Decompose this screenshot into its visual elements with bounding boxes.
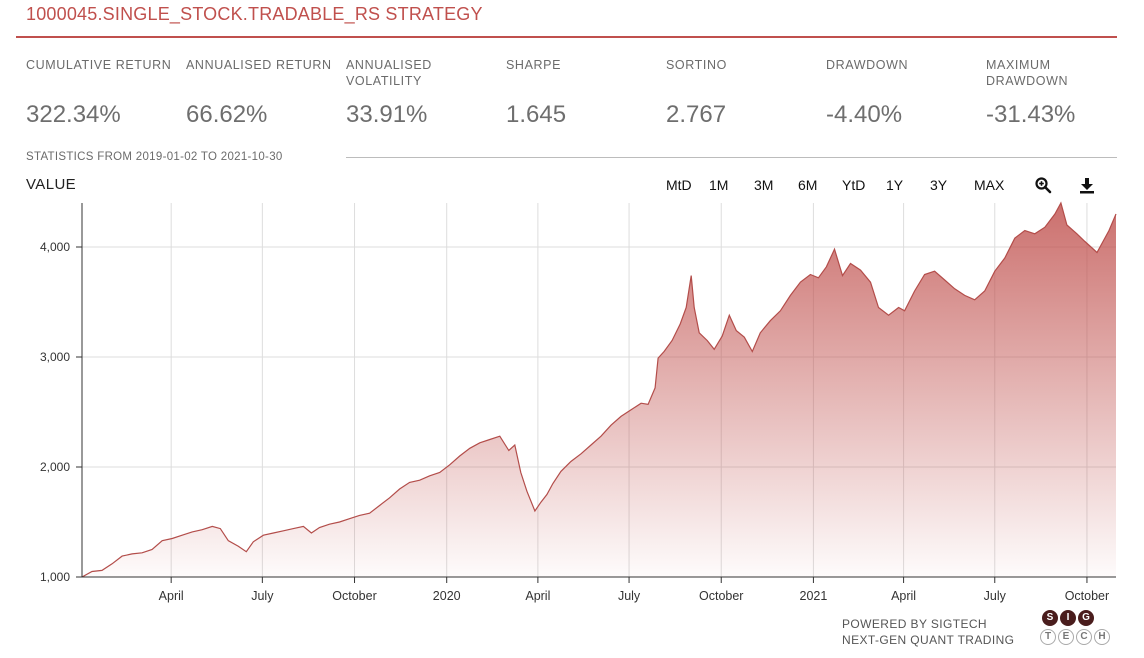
x-tick-label: July (984, 589, 1007, 603)
stat-annualised-volatility: ANNUALISED VOLATILITY 33.91% (346, 57, 496, 129)
range-button-mtd[interactable]: MtD (666, 177, 692, 193)
logo-letter: G (1078, 610, 1094, 626)
x-tick-label: April (891, 589, 916, 603)
logo-letter: S (1042, 610, 1058, 626)
x-tick-label: October (1065, 589, 1109, 603)
x-tick-label: 2020 (433, 589, 461, 603)
stat-label: CUMULATIVE RETURN (26, 58, 172, 72)
x-tick-label: October (699, 589, 743, 603)
chart-value-label: VALUE (26, 176, 77, 193)
x-tick-label: April (525, 589, 550, 603)
zoom-in-icon[interactable] (1034, 176, 1052, 199)
range-button-3y[interactable]: 3Y (930, 177, 948, 193)
stat-label: SHARPE (506, 58, 562, 72)
stat-value: -31.43% (986, 101, 1076, 128)
y-tick-label: 4,000 (40, 240, 70, 254)
statistics-date-range: STATISTICS FROM 2019-01-02 TO 2021-10-30 (26, 151, 283, 163)
y-tick-label: 3,000 (40, 350, 70, 364)
stat-sharpe: SHARPE 1.645 (506, 57, 656, 129)
x-tick-label: April (159, 589, 184, 603)
logo-letter: C (1076, 629, 1092, 645)
x-tick-label: October (332, 589, 376, 603)
stats-divider (346, 157, 1117, 158)
stat-value: 1.645 (506, 101, 567, 128)
sigtech-logo: S I G T E C H (1040, 610, 1120, 650)
footer-powered-by: POWERED BY SIGTECH (842, 617, 988, 631)
stat-annualised-return: ANNUALISED RETURN 66.62% (186, 57, 336, 129)
x-tick-label: July (618, 589, 641, 603)
x-tick-label: 2021 (800, 589, 828, 603)
stat-label: MAXIMUM DRAWDOWN (986, 58, 1069, 88)
stat-cumulative-return: CUMULATIVE RETURN 322.34% (26, 57, 176, 129)
stat-label: DRAWDOWN (826, 58, 909, 72)
y-tick-label: 1,000 (40, 570, 70, 584)
range-button-max[interactable]: MAX (974, 177, 1005, 193)
series-area (82, 203, 1116, 577)
footer-branding: POWERED BY SIGTECH NEXT-GEN QUANT TRADIN… (842, 616, 1014, 648)
range-button-6m[interactable]: 6M (798, 177, 818, 193)
range-button-1y[interactable]: 1Y (886, 177, 904, 193)
strategy-title: 1000045.SINGLE_STOCK.TRADABLE_RS STRATEG… (26, 4, 483, 24)
logo-letter: H (1094, 629, 1110, 645)
logo-letter: I (1060, 610, 1076, 626)
stat-maximum-drawdown: MAXIMUM DRAWDOWN -31.43% (986, 57, 1136, 129)
title-divider (16, 36, 1117, 38)
stat-label: SORTINO (666, 58, 727, 72)
x-tick-label: July (251, 589, 274, 603)
footer-tagline: NEXT-GEN QUANT TRADING (842, 633, 1015, 647)
stat-value: -4.40% (826, 101, 903, 128)
y-tick-label: 2,000 (40, 460, 70, 474)
download-icon[interactable] (1078, 176, 1096, 199)
range-button-ytd[interactable]: YtD (842, 177, 866, 193)
range-button-3m[interactable]: 3M (754, 177, 774, 193)
stat-sortino: SORTINO 2.767 (666, 57, 816, 129)
stat-label: ANNUALISED RETURN (186, 58, 332, 72)
logo-letter: E (1058, 629, 1074, 645)
stat-label: ANNUALISED VOLATILITY (346, 58, 432, 88)
stat-drawdown: DRAWDOWN -4.40% (826, 57, 976, 129)
stat-value: 322.34% (26, 101, 121, 128)
logo-letter: T (1040, 629, 1056, 645)
series-line (81, 201, 1117, 578)
stat-value: 66.62% (186, 101, 268, 128)
stat-value: 2.767 (666, 101, 727, 128)
range-button-1m[interactable]: 1M (709, 177, 729, 193)
stat-value: 33.91% (346, 101, 428, 128)
